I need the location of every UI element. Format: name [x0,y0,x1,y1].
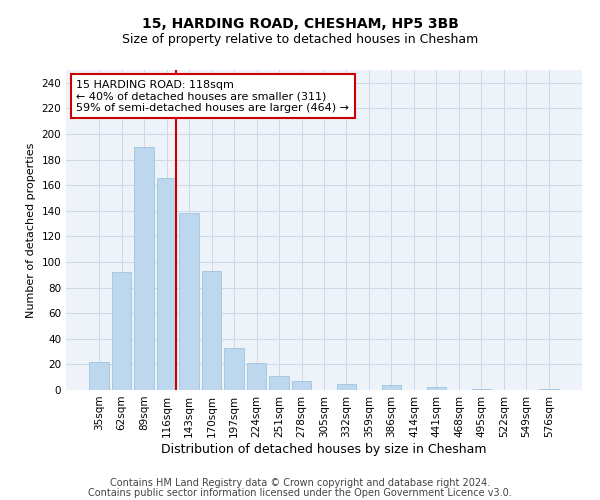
Y-axis label: Number of detached properties: Number of detached properties [26,142,36,318]
Bar [179,214,199,390]
Text: 15, HARDING ROAD, CHESHAM, HP5 3BB: 15, HARDING ROAD, CHESHAM, HP5 3BB [142,18,458,32]
Bar [134,147,154,390]
Bar [269,376,289,390]
Bar [157,178,176,390]
Bar [292,381,311,390]
Bar [247,363,266,390]
Text: Contains public sector information licensed under the Open Government Licence v3: Contains public sector information licen… [88,488,512,498]
Bar [337,384,356,390]
Bar [224,348,244,390]
X-axis label: Distribution of detached houses by size in Chesham: Distribution of detached houses by size … [161,442,487,456]
Text: Contains HM Land Registry data © Crown copyright and database right 2024.: Contains HM Land Registry data © Crown c… [110,478,490,488]
Text: 15 HARDING ROAD: 118sqm
← 40% of detached houses are smaller (311)
59% of semi-d: 15 HARDING ROAD: 118sqm ← 40% of detache… [76,80,349,113]
Bar [427,388,446,390]
Bar [112,272,131,390]
Bar [472,388,491,390]
Bar [382,385,401,390]
Text: Size of property relative to detached houses in Chesham: Size of property relative to detached ho… [122,32,478,46]
Bar [89,362,109,390]
Bar [539,388,559,390]
Bar [202,271,221,390]
